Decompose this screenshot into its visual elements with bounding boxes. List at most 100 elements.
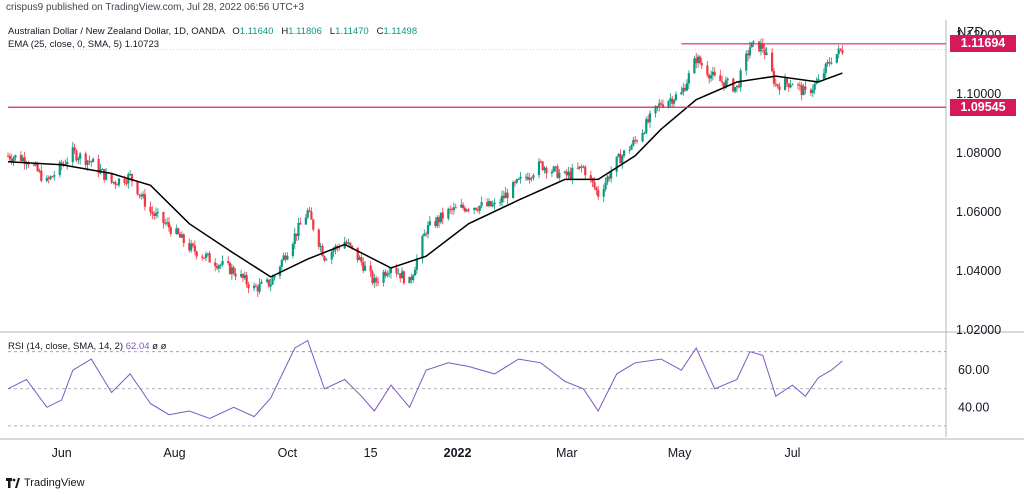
candle-body (286, 255, 289, 260)
candle-body (733, 87, 737, 92)
candle-body (177, 228, 180, 234)
candle-body (166, 222, 169, 224)
candle-body (615, 156, 618, 172)
candle-body (215, 266, 219, 269)
candle-body (513, 182, 517, 184)
candle-body (180, 234, 184, 238)
candle-body (310, 211, 313, 220)
candle-body (571, 167, 574, 179)
candle-body (312, 219, 315, 230)
candle-body (809, 89, 813, 93)
ohlc-close: C1.11498 (371, 26, 418, 37)
candle-body (802, 86, 805, 96)
candle-body (208, 253, 211, 263)
candle-body (439, 212, 443, 223)
candle-body (227, 260, 230, 263)
candle-body (798, 84, 801, 86)
candle-body (726, 78, 729, 81)
candle-body (284, 255, 287, 260)
candle-body (750, 42, 753, 48)
candle-body (425, 233, 428, 235)
candle-body (241, 273, 245, 278)
candle-body (304, 217, 307, 225)
candle-body (45, 177, 48, 181)
candle-body (545, 167, 548, 174)
candle-body (230, 267, 233, 275)
candle-body (517, 178, 520, 180)
candle-body (597, 190, 600, 197)
candle-body (317, 229, 320, 247)
candle-body (450, 208, 454, 211)
candle-body (682, 87, 685, 93)
candle-body (299, 222, 302, 225)
price-axis-tick: 1.06000 (956, 205, 1001, 219)
candle-body (110, 172, 113, 183)
candle-body (486, 201, 489, 206)
candle-body (632, 139, 635, 146)
candle-body (256, 286, 259, 292)
tradingview-logo[interactable]: TradingView (6, 477, 85, 489)
rsi-legend: RSI (14, close, SMA, 14, 2) 62.04 ø ø (8, 341, 166, 352)
candle-body (511, 182, 515, 199)
candle-body (528, 177, 531, 180)
candle-body (661, 104, 665, 107)
candle-body (578, 166, 581, 169)
time-axis-tick: Jul (784, 446, 801, 460)
candle-body (539, 161, 542, 163)
candle-body (291, 244, 295, 256)
candle-body (232, 267, 235, 274)
candle-body (530, 177, 533, 179)
candle-body (351, 245, 354, 248)
candle-body (787, 83, 790, 88)
candle-body (175, 228, 178, 234)
candle-body (774, 83, 777, 85)
candle-body (169, 227, 172, 234)
symbol-name: Australian Dollar / New Zealand Dollar, … (8, 26, 225, 37)
candle-body (27, 163, 30, 165)
candle-body (658, 103, 661, 107)
candle-body (724, 80, 727, 88)
candle-body (745, 53, 748, 71)
candle-body (297, 222, 300, 237)
candle-body (672, 99, 676, 104)
candle-body (130, 173, 134, 182)
candle-body (373, 277, 376, 284)
candle-body (349, 242, 352, 246)
candle-body (776, 84, 779, 87)
candle-body (64, 163, 67, 165)
candle-body (830, 62, 833, 64)
candle-body (323, 256, 326, 261)
candle-body (765, 52, 768, 55)
candle-body (40, 170, 43, 181)
candle-body (524, 176, 528, 178)
ema-label: EMA (25, close, 0, SMA, 5) (8, 39, 123, 50)
candle-body (584, 166, 587, 176)
level-price-tag[interactable]: 1.09545 (950, 98, 1016, 116)
candle-body (234, 273, 237, 277)
candle-body (711, 71, 714, 76)
candle-body (330, 251, 333, 260)
candle-body (706, 65, 709, 76)
candle-body (295, 233, 298, 237)
candle-body (589, 175, 592, 179)
rsi-axis-tick: 60.00 (958, 363, 989, 377)
candle-body (203, 257, 206, 259)
candle-body (34, 163, 37, 166)
price-axis-tick: 1.10000 (956, 87, 1001, 101)
candle-body (480, 201, 483, 206)
candle-body (51, 176, 54, 178)
candle-body (167, 222, 171, 228)
candle-body (454, 207, 457, 209)
candle-body (375, 277, 378, 282)
candle-body (526, 176, 529, 180)
candle-body (103, 169, 106, 180)
candle-body (66, 161, 69, 165)
candle-body (273, 275, 276, 278)
candle-body (254, 285, 258, 287)
candle-body (622, 150, 626, 156)
candle-body (758, 41, 761, 52)
candle-body (759, 43, 763, 52)
level-price-tag[interactable]: 1.11694 (950, 35, 1016, 53)
candle-body (719, 75, 722, 82)
